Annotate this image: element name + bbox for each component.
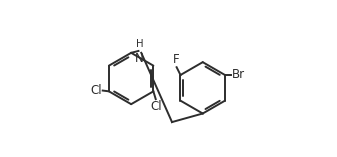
Text: N: N xyxy=(135,52,144,65)
Text: Cl: Cl xyxy=(150,100,161,113)
Text: Br: Br xyxy=(232,68,245,81)
Text: Cl: Cl xyxy=(90,84,102,97)
Text: F: F xyxy=(173,53,179,66)
Text: H: H xyxy=(136,39,144,49)
